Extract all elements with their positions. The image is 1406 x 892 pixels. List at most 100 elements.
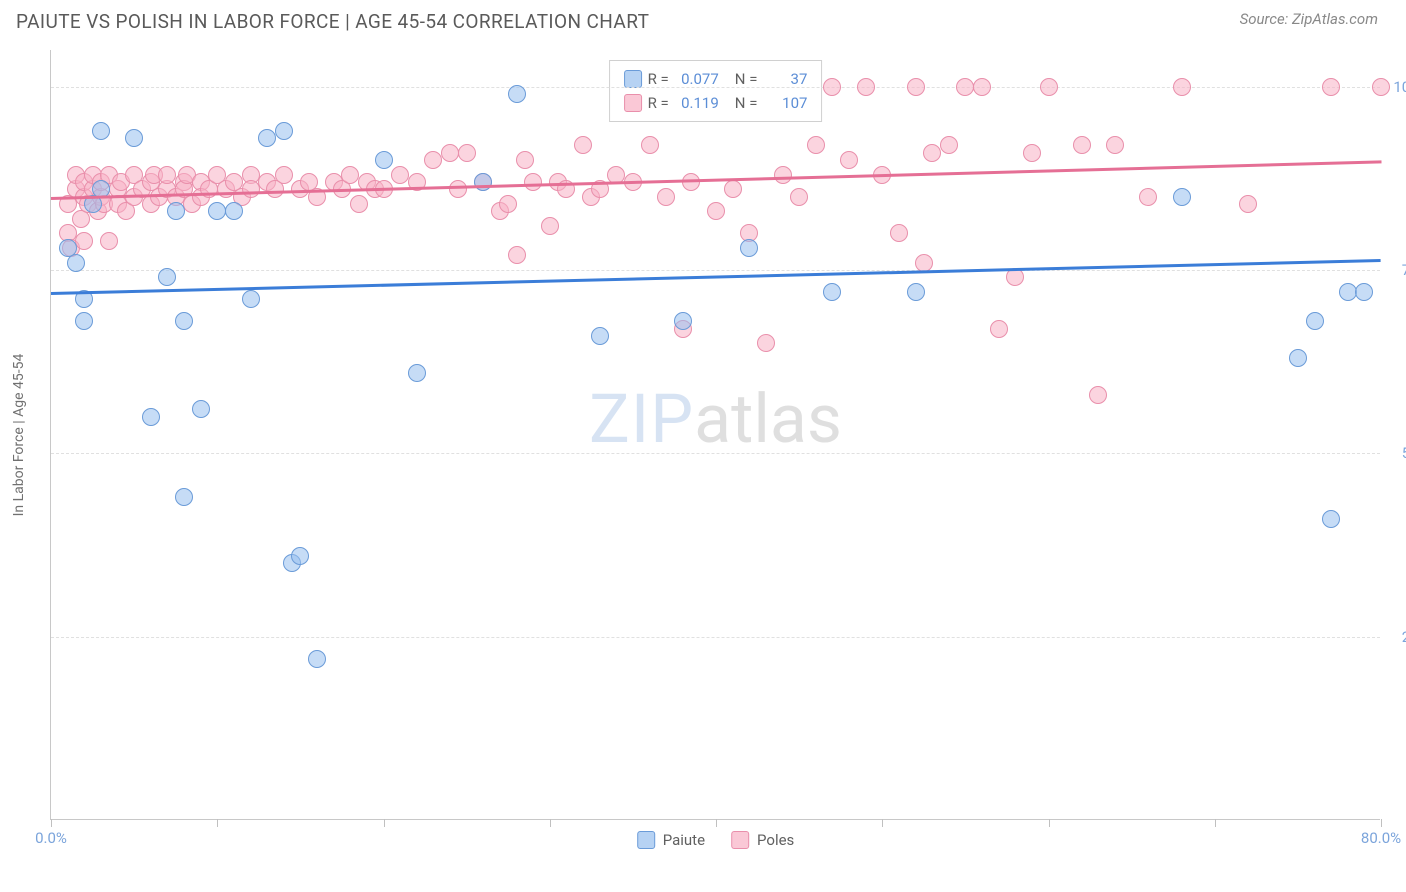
data-point <box>158 268 176 286</box>
data-point <box>840 151 858 169</box>
y-axis-title: In Labor Force | Age 45-54 <box>11 353 27 516</box>
data-point <box>907 78 925 96</box>
data-point <box>175 488 193 506</box>
data-point <box>757 334 775 352</box>
data-point <box>350 195 368 213</box>
data-point <box>1322 78 1340 96</box>
grid-line <box>51 453 1380 454</box>
data-point <box>890 224 908 242</box>
trend-line <box>51 259 1381 294</box>
data-point <box>142 408 160 426</box>
data-point <box>790 188 808 206</box>
data-point <box>474 173 492 191</box>
data-point <box>923 144 941 162</box>
data-point <box>657 188 675 206</box>
data-point <box>1106 136 1124 154</box>
y-tick-label: 100.0% <box>1393 78 1406 96</box>
legend-series: Paiute Poles <box>637 831 795 849</box>
legend-swatch <box>624 94 642 112</box>
data-point <box>641 136 659 154</box>
legend-n-label: N = <box>735 91 758 115</box>
data-point <box>424 151 442 169</box>
legend-item: Poles <box>731 831 794 849</box>
data-point <box>225 202 243 220</box>
data-point <box>990 320 1008 338</box>
data-point <box>67 254 85 272</box>
data-point <box>857 78 875 96</box>
data-point <box>724 180 742 198</box>
data-point <box>125 129 143 147</box>
data-point <box>1339 283 1357 301</box>
data-point <box>275 166 293 184</box>
data-point <box>915 254 933 272</box>
watermark-zip: ZIP <box>589 379 694 459</box>
data-point <box>167 202 185 220</box>
watermark: ZIPatlas <box>589 379 842 459</box>
chart-title: PAIUTE VS POLISH IN LABOR FORCE | AGE 45… <box>16 10 649 33</box>
legend-label: Paiute <box>663 831 705 849</box>
data-point <box>75 232 93 250</box>
data-point <box>823 283 841 301</box>
data-point <box>208 202 226 220</box>
data-point <box>158 166 176 184</box>
y-tick-label: 50.0% <box>1402 444 1406 462</box>
legend-swatch <box>624 70 642 88</box>
x-tick <box>217 819 218 827</box>
data-point <box>1306 312 1324 330</box>
source-label: Source: ZipAtlas.com <box>1240 10 1378 28</box>
data-point <box>1239 195 1257 213</box>
legend-correlation: R =0.077N =37R =0.119N =107 <box>609 60 823 122</box>
legend-swatch <box>637 831 655 849</box>
x-tick-label: 0.0% <box>35 829 67 847</box>
x-tick <box>550 819 551 827</box>
legend-row: R =0.119N =107 <box>624 91 808 115</box>
data-point <box>175 312 193 330</box>
data-point <box>707 202 725 220</box>
data-point <box>1289 349 1307 367</box>
data-point <box>1372 78 1390 96</box>
data-point <box>1322 510 1340 528</box>
data-point <box>291 547 309 565</box>
legend-r-label: R = <box>648 91 669 115</box>
data-point <box>408 364 426 382</box>
data-point <box>92 122 110 140</box>
x-tick <box>1049 819 1050 827</box>
data-point <box>524 173 542 191</box>
data-point <box>242 290 260 308</box>
data-point <box>258 129 276 147</box>
watermark-atlas: atlas <box>694 379 842 459</box>
data-point <box>458 144 476 162</box>
data-point <box>275 122 293 140</box>
data-point <box>1006 268 1024 286</box>
data-point <box>907 283 925 301</box>
data-point <box>341 166 359 184</box>
data-point <box>1073 136 1091 154</box>
data-point <box>308 650 326 668</box>
x-tick <box>716 819 717 827</box>
data-point <box>499 195 517 213</box>
data-point <box>1023 144 1041 162</box>
x-tick <box>384 819 385 827</box>
data-point <box>192 400 210 418</box>
y-tick-label: 25.0% <box>1402 628 1406 646</box>
grid-line <box>51 270 1380 271</box>
data-point <box>508 246 526 264</box>
data-point <box>940 136 958 154</box>
data-point <box>391 166 409 184</box>
data-point <box>1040 78 1058 96</box>
data-point <box>100 232 118 250</box>
x-tick <box>1215 819 1216 827</box>
legend-r-value: 0.119 <box>675 91 719 115</box>
x-tick <box>1381 819 1382 827</box>
data-point <box>973 78 991 96</box>
data-point <box>541 217 559 235</box>
data-point <box>956 78 974 96</box>
legend-swatch <box>731 831 749 849</box>
data-point <box>591 327 609 345</box>
legend-label: Poles <box>757 831 794 849</box>
data-point <box>375 151 393 169</box>
data-point <box>449 180 467 198</box>
data-point <box>823 78 841 96</box>
data-point <box>75 312 93 330</box>
data-point <box>242 180 260 198</box>
